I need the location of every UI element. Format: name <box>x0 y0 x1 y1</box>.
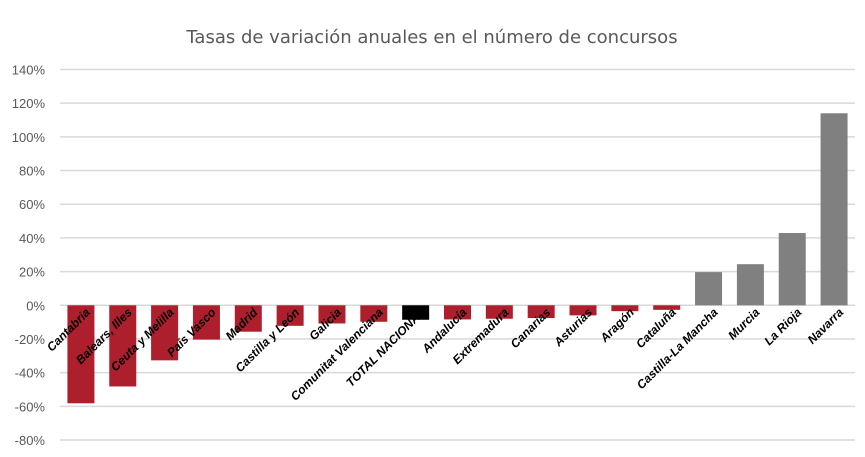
bar <box>67 305 95 404</box>
bar <box>444 305 471 320</box>
bar <box>109 305 137 387</box>
bar <box>653 305 681 310</box>
y-tick-label: 100% <box>12 130 46 145</box>
y-tick-label: 140% <box>12 63 46 78</box>
y-tick-label: 20% <box>19 265 45 280</box>
x-tick-label: Castilla-La Mancha <box>634 305 721 392</box>
bar <box>820 113 848 306</box>
y-axis: 140% 120% 100% 80% 60% 40% 20% 0% -20% -40% -60% -8… <box>12 63 46 449</box>
bar <box>318 305 346 324</box>
bar <box>276 305 304 326</box>
y-tick-label: -80% <box>15 433 46 448</box>
bar <box>234 305 262 332</box>
y-tick-label: -20% <box>15 332 46 347</box>
bar <box>151 305 179 361</box>
bar <box>402 305 430 320</box>
chart-title: Tasas de variación anuales en el número … <box>185 27 677 48</box>
x-tick-label: Navarra <box>805 305 847 347</box>
y-tick-label: -60% <box>15 399 46 414</box>
bar <box>778 233 806 306</box>
bar <box>569 305 597 316</box>
x-tick-label: La Rioja <box>761 305 804 348</box>
y-tick-label: 0% <box>26 298 45 313</box>
bar <box>695 272 723 306</box>
y-tick-label: 40% <box>19 231 45 246</box>
y-tick-label: 60% <box>19 197 45 212</box>
bars <box>67 113 848 404</box>
bar <box>527 305 555 319</box>
y-tick-label: 80% <box>19 164 45 179</box>
bar <box>611 305 639 312</box>
bar <box>736 264 764 306</box>
gridlines <box>60 68 855 441</box>
bar <box>485 305 513 319</box>
y-tick-label: 120% <box>12 96 46 111</box>
bar <box>192 305 220 340</box>
x-tick-label: Murcia <box>725 305 762 342</box>
bar <box>360 305 388 322</box>
y-tick-label: -40% <box>15 366 46 381</box>
